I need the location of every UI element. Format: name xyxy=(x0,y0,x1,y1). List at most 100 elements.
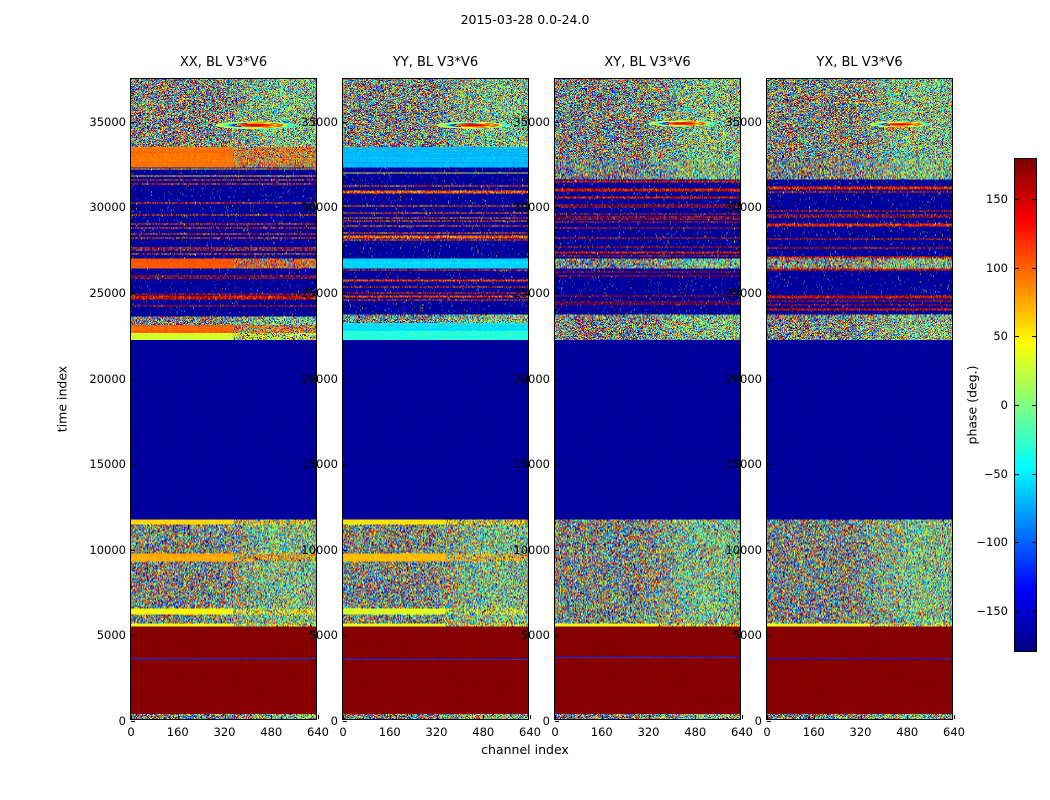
colorbar-tick-label: 150 xyxy=(986,192,1008,207)
y-tick-mark xyxy=(555,293,559,294)
y-tick-mark xyxy=(343,121,347,123)
colorbar-tick-mark xyxy=(1014,267,1019,269)
y-tick-label: 35000 xyxy=(89,114,126,129)
y-tick-mark xyxy=(343,721,347,722)
y-tick-mark xyxy=(131,378,135,380)
colorbar-tick-mark xyxy=(1014,199,1019,201)
x-tick-label: 640 xyxy=(943,725,965,739)
y-tick-label: 25000 xyxy=(89,286,126,300)
x-tick-mark xyxy=(271,715,273,719)
x-tick-mark xyxy=(224,715,226,719)
x-tick-label: 320 xyxy=(425,725,448,739)
x-tick-mark xyxy=(530,715,531,719)
x-tick-label: 480 xyxy=(472,725,495,739)
x-tick-label: 160 xyxy=(166,725,189,739)
x-tick-mark xyxy=(555,715,556,719)
heatmap-image-yx xyxy=(767,79,952,719)
colorbar-tick-mark xyxy=(1032,267,1037,269)
x-tick-label: 320 xyxy=(213,725,236,739)
y-tick-mark xyxy=(343,464,347,466)
heatmap-panel-xy[interactable]: XY, BL V3*V6 0 5000 10000 15000 20000 25000 300… xyxy=(513,55,753,739)
x-axis-label: channel index xyxy=(481,742,569,757)
y-tick-label: 5000 xyxy=(732,628,762,643)
y-tick-label: 30000 xyxy=(301,200,338,215)
x-tick-mark xyxy=(767,715,768,719)
panel-title-xx: XX, BL V3*V6 xyxy=(179,55,268,70)
y-tick-label: 25000 xyxy=(513,286,550,300)
x-tick-mark xyxy=(648,715,650,719)
y-tick-label: 10000 xyxy=(725,542,762,557)
colorbar-tick-mark xyxy=(1014,542,1019,544)
x-tick-mark xyxy=(742,715,743,719)
x-tick-label: 640 xyxy=(519,725,541,739)
heatmap-panel-yx[interactable]: YX, BL V3*V6 0 5000 10000 15000 20000 25000 300… xyxy=(725,55,965,739)
y-tick-label: 15000 xyxy=(301,457,338,472)
y-tick-label: 0 xyxy=(542,714,550,728)
colorbar-tick-mark xyxy=(1032,610,1037,612)
heatmap-panel-yy[interactable]: YY, BL V3*V6 0 5000 10000 15000 20000 25000 300… xyxy=(301,55,541,739)
heatmap-panel-xx[interactable]: XX, BL V3*V6 0 5000 10000 15000 20000 25000 300… xyxy=(89,55,329,739)
y-tick-mark xyxy=(343,207,347,209)
y-tick-label: 0 xyxy=(330,714,338,728)
y-tick-label: 35000 xyxy=(725,114,762,129)
x-tick-mark xyxy=(177,715,179,719)
y-tick-mark xyxy=(555,207,559,209)
y-axis-label: time index xyxy=(54,365,70,433)
x-tick-label: 160 xyxy=(378,725,401,739)
y-tick-mark xyxy=(555,549,559,551)
colorbar-tick-mark xyxy=(1014,473,1019,475)
y-tick-label: 35000 xyxy=(301,114,338,129)
x-tick-label: 640 xyxy=(307,725,329,739)
x-tick-mark xyxy=(389,715,391,719)
y-tick-label: 10000 xyxy=(513,542,550,557)
heatmap-image-yy xyxy=(343,79,528,719)
colorbar-tick-label: −100 xyxy=(976,535,1008,550)
y-tick-mark xyxy=(767,293,771,294)
x-tick-label: 0 xyxy=(551,725,559,739)
colorbar-tick-mark xyxy=(1032,405,1037,406)
y-tick-mark xyxy=(767,549,771,551)
y-tick-mark xyxy=(555,635,559,637)
y-tick-label: 20000 xyxy=(89,371,126,386)
panel-title-yx: YX, BL V3*V6 xyxy=(816,55,903,70)
heatmap-image-xy xyxy=(555,79,740,719)
x-tick-mark xyxy=(813,715,815,719)
y-tick-label: 10000 xyxy=(301,542,338,557)
x-tick-mark xyxy=(907,715,909,719)
y-tick-mark xyxy=(343,293,347,294)
x-tick-label: 320 xyxy=(849,725,872,739)
colorbar-label: phase (deg.) xyxy=(964,365,980,445)
x-tick-label: 0 xyxy=(763,725,771,739)
x-tick-label: 160 xyxy=(802,725,825,739)
x-tick-label: 320 xyxy=(637,725,660,739)
y-tick-mark xyxy=(555,121,559,123)
colorbar-tick-mark xyxy=(1014,336,1019,338)
y-tick-label: 0 xyxy=(118,714,126,728)
y-tick-mark xyxy=(131,549,135,551)
x-tick-label: 0 xyxy=(127,725,135,739)
y-tick-label: 20000 xyxy=(301,371,338,386)
y-tick-label: 15000 xyxy=(725,457,762,472)
x-tick-mark xyxy=(601,715,603,719)
colorbar-tick-mark xyxy=(1032,336,1037,338)
y-tick-label: 25000 xyxy=(725,286,762,300)
y-tick-mark xyxy=(131,293,135,294)
y-tick-mark xyxy=(131,721,135,722)
y-tick-mark xyxy=(343,635,347,637)
panel-title-xy: XY, BL V3*V6 xyxy=(604,55,691,70)
y-tick-mark xyxy=(767,635,771,637)
colorbar-tick-mark xyxy=(1032,542,1037,544)
colorbar-tick-label: 100 xyxy=(986,260,1008,275)
colorbar-tick-label: −50 xyxy=(983,466,1008,481)
y-tick-label: 5000 xyxy=(96,628,126,643)
y-tick-label: 10000 xyxy=(89,542,126,557)
y-tick-mark xyxy=(555,721,559,722)
colorbar-tick-label: 50 xyxy=(993,329,1008,344)
y-tick-label: 35000 xyxy=(513,114,550,129)
y-tick-mark xyxy=(131,464,135,466)
x-tick-mark xyxy=(483,715,485,719)
colorbar-tick-label: 0 xyxy=(1000,398,1008,412)
y-tick-mark xyxy=(767,207,771,209)
y-tick-mark xyxy=(555,378,559,380)
